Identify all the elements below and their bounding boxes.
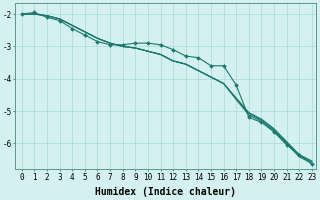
- X-axis label: Humidex (Indice chaleur): Humidex (Indice chaleur): [95, 187, 236, 197]
